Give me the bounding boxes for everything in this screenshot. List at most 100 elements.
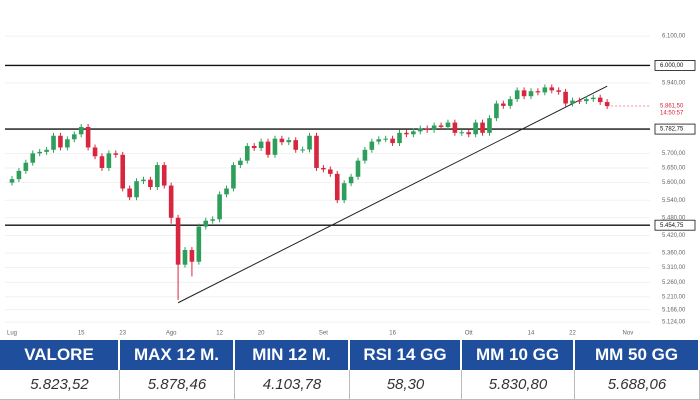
last-price-label: 5.861,50 (660, 104, 684, 110)
candle-body (16, 170, 22, 180)
candle-body (487, 118, 492, 133)
candle-body (590, 97, 596, 100)
candle-body (411, 131, 416, 135)
table-header: MM 50 GG (575, 340, 700, 370)
candle-body (570, 100, 575, 104)
x-tick-label: Lug (7, 331, 17, 337)
level-label: 5.454,75 (660, 223, 684, 229)
candle-body (390, 138, 395, 144)
candle-body (584, 99, 589, 102)
candle-body (328, 169, 333, 174)
table-value: 5.823,52 (0, 370, 120, 400)
candle-body (293, 140, 299, 150)
y-tick-label: 5.260,00 (662, 280, 686, 286)
y-tick-label: 5.940,00 (662, 81, 686, 87)
table-header: MIN 12 M. (235, 340, 350, 370)
candle-body (203, 220, 209, 227)
candle-body (148, 179, 153, 188)
candle-body (120, 154, 126, 189)
candle-body (37, 151, 42, 154)
x-tick-label: 14 (528, 331, 535, 337)
candle-body (494, 103, 499, 119)
candle-body (321, 167, 326, 170)
candle-body (542, 87, 548, 93)
candle-body (314, 135, 319, 168)
candle-body (161, 165, 167, 186)
candle-body (210, 219, 215, 221)
x-tick-label: 15 (78, 331, 85, 337)
candle-body (445, 122, 451, 127)
y-tick-label: 5.650,00 (662, 166, 686, 172)
trendline (177, 85, 608, 304)
y-tick-label: 5.700,00 (662, 151, 686, 157)
candle-body (9, 179, 15, 183)
y-tick-label: 5.166,00 (662, 307, 686, 313)
candle-body (231, 165, 236, 189)
table-header: RSI 14 GG (350, 340, 462, 370)
table-value: 5.878,46 (120, 370, 235, 400)
candle-body (577, 100, 582, 102)
candle-body (217, 194, 222, 220)
candle-body (113, 153, 119, 155)
x-tick-label: 12 (216, 331, 223, 337)
x-tick-label: Nov (623, 331, 634, 337)
y-tick-label: 5.600,00 (662, 180, 686, 186)
last-price-box (655, 101, 695, 118)
candle-body (23, 162, 29, 171)
candle-body (431, 125, 437, 130)
y-tick-label: 5.420,00 (662, 233, 686, 239)
candle-body (466, 132, 472, 135)
y-tick-label: 5.360,00 (662, 251, 686, 257)
candle-body (404, 132, 409, 135)
candle-body (168, 185, 174, 218)
x-tick-label: Ott (465, 331, 473, 337)
candle-body (604, 102, 610, 107)
candle-body (397, 132, 402, 144)
chart: 6.100,00 5.940,00 5.700,00 5.650,00 5.600,00… (5, 34, 696, 337)
level-label: 6.000,00 (660, 63, 684, 69)
x-tick-label: 16 (389, 331, 396, 337)
candle-body (362, 149, 368, 161)
y-tick-label: 5.480,00 (662, 215, 686, 221)
candle-body (300, 149, 305, 151)
level-box (654, 219, 696, 231)
x-tick-label: 20 (258, 331, 265, 337)
candle-body (438, 125, 444, 127)
candle-body (286, 140, 292, 143)
candle-body (44, 149, 49, 152)
last-price-time: 14:50:57 (660, 111, 684, 117)
candle-body (85, 126, 91, 148)
candle-body (78, 126, 84, 135)
candle-body (189, 250, 195, 262)
candle-body (71, 134, 77, 140)
table-value: 58,30 (350, 370, 462, 400)
candle-body (196, 226, 202, 262)
x-tick-label: 22 (569, 331, 576, 337)
candle-body (376, 139, 382, 142)
candle-body (65, 139, 70, 148)
table-value: 4.103,78 (235, 370, 350, 400)
candle-body (514, 90, 520, 100)
candle-body (424, 128, 430, 130)
candle-body (383, 138, 388, 140)
table-value: 5.830,80 (462, 370, 575, 400)
level-label: 5.782,75 (660, 127, 684, 133)
candle-body (134, 181, 139, 198)
table-header: VALORE (0, 340, 120, 370)
candle-body (501, 103, 506, 106)
table-header: MAX 12 M. (120, 340, 235, 370)
candle-body (563, 91, 568, 104)
candle-body (224, 188, 229, 195)
stats-table: VALORE MAX 12 M. MIN 12 M. RSI 14 GG MM 10 G… (0, 340, 700, 400)
table-value: 5.688,06 (575, 370, 700, 400)
y-tick-label: 5.210,00 (662, 294, 686, 300)
candle-body (348, 176, 354, 184)
candle-body (597, 97, 603, 103)
level-box (654, 60, 696, 71)
candle-body (452, 122, 458, 133)
candle-body (507, 99, 513, 106)
candle-body (155, 165, 160, 188)
candle-body (106, 153, 112, 168)
candle-body (127, 188, 132, 198)
candle-body (51, 135, 56, 150)
